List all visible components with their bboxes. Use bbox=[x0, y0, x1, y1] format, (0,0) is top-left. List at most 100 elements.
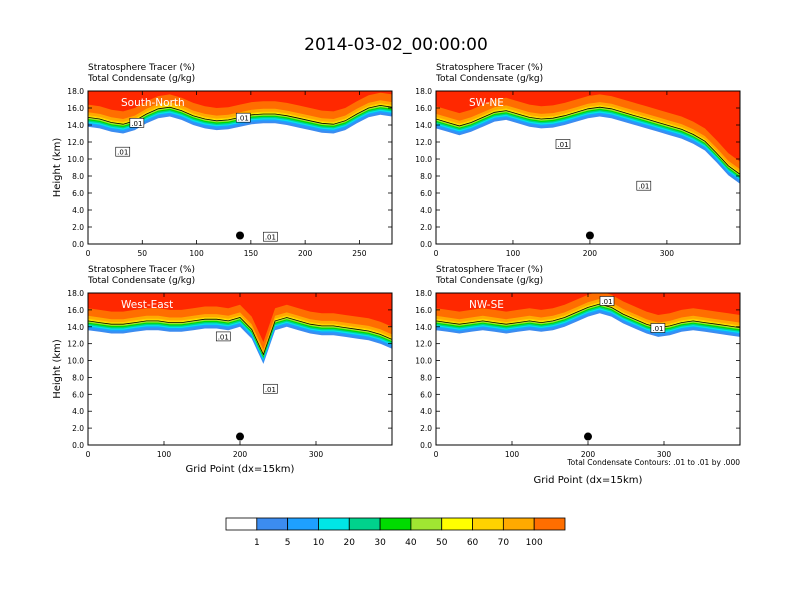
subtitle-line-1: Stratosphere Tracer (%) bbox=[436, 265, 543, 275]
y-tick-label: 10.0 bbox=[67, 155, 84, 164]
y-tick-label: 12.0 bbox=[415, 340, 432, 349]
colorbar-label: 60 bbox=[467, 538, 479, 548]
x-tick-label: 150 bbox=[244, 249, 259, 258]
x-tick-label: 300 bbox=[309, 450, 324, 459]
contour-label: .01 bbox=[263, 231, 278, 242]
colorbar-label: 20 bbox=[344, 538, 356, 548]
y-tick-label: 12.0 bbox=[67, 340, 84, 349]
colorbar-box bbox=[318, 517, 350, 531]
colorbar: 1 5 10 20 30 40 50 60 70 100 bbox=[225, 517, 566, 548]
contour-label-text: .01 bbox=[218, 333, 229, 341]
y-tick-label: 0.0 bbox=[420, 441, 432, 450]
y-tick-label: 8.0 bbox=[72, 373, 84, 382]
y-tick-label: 16.0 bbox=[415, 306, 432, 315]
x-tick-label: 200 bbox=[233, 450, 248, 459]
plot-area: .01 .01 bbox=[436, 293, 740, 445]
colorbar-label: 30 bbox=[374, 538, 386, 548]
y-tick-label: 2.0 bbox=[72, 223, 84, 232]
colorbar-label: 50 bbox=[436, 538, 448, 548]
colorbar-box bbox=[287, 517, 319, 531]
x-tick-label: 0 bbox=[434, 450, 439, 459]
colorbar-label: 1 bbox=[254, 538, 260, 548]
contour-label-box bbox=[636, 180, 652, 191]
contour-label: .01 bbox=[129, 118, 145, 128]
condensate-contour bbox=[88, 317, 392, 356]
y-tick-label: 6.0 bbox=[72, 390, 84, 399]
y-axis-label: Height (km) bbox=[52, 138, 63, 198]
surface-marker bbox=[236, 231, 244, 240]
plot-frame bbox=[87, 90, 393, 245]
contour-label-text: .01 bbox=[652, 325, 663, 333]
y-tick-label: 14.0 bbox=[415, 121, 432, 130]
colorbar-box bbox=[256, 517, 289, 531]
contour-label-text: .01 bbox=[131, 120, 142, 128]
subtitle-line-2: Total Condensate (g/kg) bbox=[435, 276, 543, 286]
y-tick-label: 6.0 bbox=[420, 189, 432, 198]
surface-marker bbox=[236, 432, 244, 441]
contour-label-box bbox=[263, 231, 278, 242]
colorbar-label: 100 bbox=[526, 538, 543, 548]
tracer-band-100 bbox=[88, 293, 392, 342]
contour-label-box bbox=[263, 383, 278, 394]
x-axis-label: Grid Point (dx=15km) bbox=[186, 464, 295, 475]
plot-frame bbox=[435, 90, 741, 245]
y-tick-label: 10.0 bbox=[415, 357, 432, 366]
x-tick-label: 300 bbox=[657, 450, 672, 459]
contour-label-box bbox=[650, 323, 666, 333]
colorbar-label: 40 bbox=[405, 538, 417, 548]
x-tick-label: 200 bbox=[581, 450, 596, 459]
contour-label-text: .01 bbox=[265, 386, 276, 394]
contour-label: .01 bbox=[650, 323, 666, 333]
subtitle-line-1: Stratosphere Tracer (%) bbox=[88, 63, 195, 73]
contour-note: Total Condensate Contours: .01 to .01 by… bbox=[566, 458, 740, 467]
x-axis-label: Grid Point (dx=15km) bbox=[534, 475, 643, 486]
subtitle-line-2: Total Condensate (g/kg) bbox=[87, 276, 195, 286]
y-tick-label: 0.0 bbox=[420, 240, 432, 249]
x-tick-label: 50 bbox=[138, 249, 148, 258]
colorbar-box bbox=[533, 517, 566, 531]
x-tick-label: 100 bbox=[157, 450, 172, 459]
y-tick-label: 4.0 bbox=[72, 407, 84, 416]
y-tick-label: 12.0 bbox=[415, 138, 432, 147]
colorbar-box bbox=[441, 517, 473, 531]
panel-label: South-North bbox=[121, 97, 185, 109]
y-tick-label: 6.0 bbox=[420, 390, 432, 399]
y-tick-label: 16.0 bbox=[67, 104, 84, 113]
y-tick-label: 14.0 bbox=[67, 323, 84, 332]
y-axis-label: Height (km) bbox=[52, 339, 63, 399]
contour-label: .01 bbox=[235, 112, 251, 123]
colorbar-box bbox=[348, 517, 381, 531]
contour-label-text: .01 bbox=[601, 298, 612, 306]
y-tick-label: 18.0 bbox=[415, 289, 432, 298]
panel-1: .01 .01 .01 .01 South-North Stratosphere Trac… bbox=[52, 63, 393, 258]
contour-label: .01 bbox=[263, 383, 278, 394]
contour-label-box bbox=[129, 118, 145, 128]
y-tick-label: 4.0 bbox=[420, 206, 432, 215]
subtitle-line-1: Stratosphere Tracer (%) bbox=[436, 63, 543, 73]
contour-label-box bbox=[215, 331, 231, 342]
x-tick-label: 0 bbox=[86, 450, 91, 459]
y-tick-label: 0.0 bbox=[72, 441, 84, 450]
y-tick-label: 18.0 bbox=[415, 87, 432, 96]
condensate-contour bbox=[436, 303, 740, 329]
panel-3: .01 .01 West-East Stratosphere Tracer (%)To… bbox=[52, 265, 393, 475]
y-tick-label: 4.0 bbox=[72, 206, 84, 215]
y-tick-label: 2.0 bbox=[72, 424, 84, 433]
panel-label: NW-SE bbox=[469, 299, 504, 311]
contour-label-text: .01 bbox=[117, 149, 128, 157]
surface-marker bbox=[585, 231, 594, 240]
y-tick-label: 2.0 bbox=[420, 223, 432, 232]
y-tick-label: 0.0 bbox=[72, 240, 84, 249]
y-tick-label: 14.0 bbox=[415, 323, 432, 332]
subtitle-line-1: Stratosphere Tracer (%) bbox=[88, 265, 195, 275]
surface-marker bbox=[584, 432, 592, 441]
y-tick-label: 12.0 bbox=[67, 138, 84, 147]
plot-area: .01 .01 bbox=[436, 91, 740, 244]
tracer-band-100 bbox=[88, 91, 392, 112]
contour-label: .01 bbox=[215, 331, 231, 342]
y-tick-label: 10.0 bbox=[415, 155, 432, 164]
contour-label-box bbox=[115, 146, 131, 157]
y-tick-label: 18.0 bbox=[67, 87, 84, 96]
colorbar-box bbox=[472, 517, 504, 531]
